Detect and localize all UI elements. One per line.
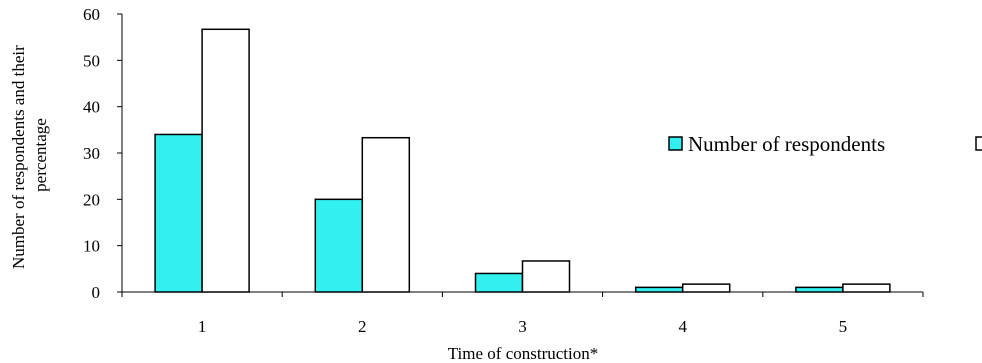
- bar-series-1-cat-3: [474, 272, 524, 293]
- bar-series-1-cat-5: [795, 286, 844, 293]
- y-axis-label: Number of respondents and their percenta…: [9, 41, 50, 269]
- x-axis-ticks: 1 2 3 4 5: [121, 292, 924, 336]
- legend-swatch-series-1: [668, 136, 683, 151]
- bar-series-2-cat-5: [842, 283, 891, 293]
- y-tick-label: 10: [83, 237, 100, 256]
- bar-series-2-cat-3: [521, 260, 571, 293]
- legend-swatch-series-2: [975, 136, 982, 151]
- bars: [154, 28, 891, 293]
- x-tick-label: 3: [518, 317, 527, 336]
- bar-series-2-cat-4: [681, 283, 731, 293]
- bar-series-1-cat-2: [314, 198, 364, 293]
- bar-series-1-cat-4: [634, 286, 684, 293]
- x-tick-label: 4: [678, 317, 687, 336]
- bar-series-2-cat-1: [201, 28, 250, 293]
- x-tick-label: 2: [358, 317, 367, 336]
- y-tick-label: 0: [92, 283, 101, 302]
- y-tick-label: 60: [83, 5, 100, 24]
- y-tick-label: 30: [83, 144, 100, 163]
- y-axis-ticks: 0 10 20 30 40 50 60: [83, 5, 122, 302]
- legend-label-series-1: Number of respondents: [688, 132, 885, 156]
- y-tick-label: 20: [83, 190, 100, 209]
- bar-series-1-cat-1: [154, 133, 203, 293]
- axes: [121, 14, 923, 293]
- bar-series-2-cat-2: [361, 136, 411, 293]
- y-axis-label-line-1: Number of respondents and their: [9, 45, 28, 269]
- y-tick-label: 50: [83, 51, 100, 70]
- x-tick-label: 5: [839, 317, 848, 336]
- legend: Number of respondents: [668, 132, 982, 156]
- y-tick-label: 40: [83, 98, 100, 117]
- x-tick-label: 1: [198, 317, 207, 336]
- x-axis-label: Time of construction*: [448, 344, 598, 363]
- y-axis-label-line-2: percentage: [31, 118, 50, 192]
